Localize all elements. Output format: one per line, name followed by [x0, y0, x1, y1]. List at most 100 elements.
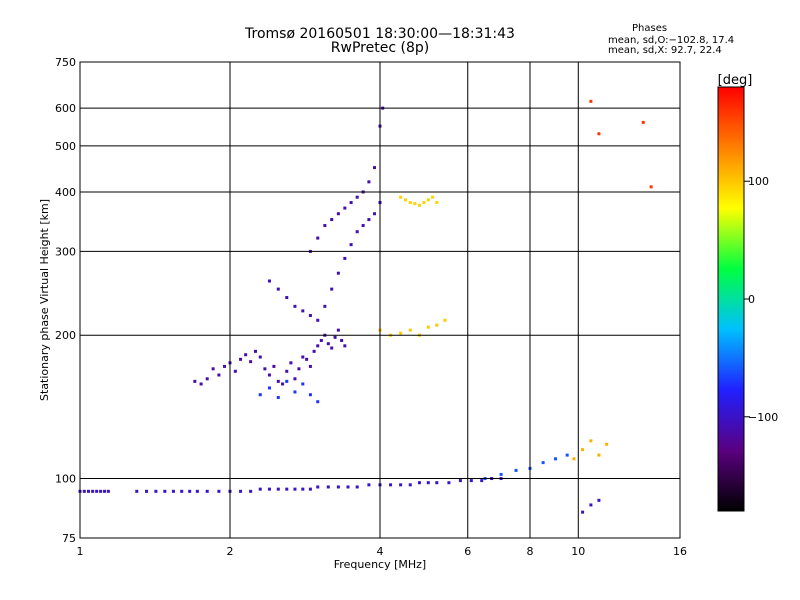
data-point	[435, 201, 439, 205]
y-axis-label: Stationary phase Virtual Height [km]	[38, 199, 51, 401]
data-point	[326, 342, 330, 346]
x-axis: 1 2 4 6 8 10 16	[77, 545, 688, 558]
data-point	[135, 489, 139, 493]
data-point	[326, 485, 330, 489]
data-point	[443, 318, 447, 322]
y-tick-label: 400	[55, 186, 76, 199]
data-point	[597, 498, 601, 502]
data-point	[301, 309, 305, 313]
colorbar-label: [deg]	[718, 73, 753, 88]
data-point	[355, 195, 359, 199]
data-point	[267, 279, 271, 283]
data-point	[589, 99, 593, 103]
y-axis: 75 100 200 300 400 500 600 750	[55, 56, 76, 545]
x-tick-label: 6	[464, 545, 471, 558]
x-tick-label: 16	[673, 545, 687, 558]
data-point	[641, 120, 645, 124]
data-point	[399, 331, 403, 335]
data-point	[82, 489, 86, 493]
data-point	[343, 206, 347, 210]
x-axis-label: Frequency [MHz]	[334, 558, 426, 571]
data-point	[289, 361, 293, 365]
colorbar-tick-label: −100	[748, 411, 778, 424]
data-point	[258, 355, 262, 359]
data-point	[106, 489, 110, 493]
data-point	[413, 202, 417, 206]
data-point	[349, 243, 353, 247]
data-point	[285, 379, 289, 383]
x-tick-label: 1	[77, 545, 84, 558]
data-point	[263, 367, 267, 371]
y-tick-label: 500	[55, 140, 76, 153]
data-point	[193, 379, 197, 383]
colorbar-tick-label: 0	[748, 293, 755, 306]
x-tick-label: 4	[377, 545, 384, 558]
data-point	[597, 132, 601, 136]
phase-o-stats: mean, sd,O:−102.8, 17.4	[608, 35, 735, 46]
data-point	[336, 485, 340, 489]
data-point	[417, 481, 421, 485]
data-point	[340, 338, 344, 342]
colorbar	[717, 86, 745, 512]
data-point	[447, 481, 451, 485]
data-point	[103, 489, 107, 493]
data-point	[343, 256, 347, 260]
data-point	[316, 485, 320, 489]
data-point	[399, 195, 403, 199]
data-point	[323, 304, 327, 308]
data-point	[435, 481, 439, 485]
y-tick-label: 75	[62, 532, 76, 545]
data-point	[572, 457, 576, 461]
data-point	[258, 393, 262, 397]
data-point	[99, 489, 103, 493]
x-tick-label: 8	[527, 545, 534, 558]
data-point	[293, 487, 297, 491]
chart-title: Tromsø 20160501 18:30:00—18:31:43	[245, 26, 515, 42]
y-tick-label: 750	[55, 56, 76, 69]
phase-x-stats: mean, sd,X: 92.7, 22.4	[608, 45, 722, 56]
data-point	[293, 390, 297, 394]
data-point	[285, 487, 289, 491]
data-point	[399, 483, 403, 487]
data-point	[480, 479, 484, 483]
x-tick-label: 10	[571, 545, 585, 558]
plot-frame	[79, 61, 681, 539]
y-tick-label: 600	[55, 102, 76, 115]
data-point	[565, 453, 569, 457]
y-tick-label: 200	[55, 329, 76, 342]
data-point	[233, 369, 237, 373]
data-point	[330, 218, 334, 222]
grid	[80, 62, 680, 538]
data-point	[589, 439, 593, 443]
data-point	[244, 353, 248, 357]
data-point	[211, 367, 215, 371]
data-point	[403, 198, 407, 202]
data-point	[308, 393, 312, 397]
data-point	[581, 510, 585, 514]
data-point	[355, 230, 359, 234]
data-point	[316, 236, 320, 240]
data-point	[316, 400, 320, 404]
data-point	[458, 479, 462, 483]
data-point	[499, 472, 503, 476]
data-point	[195, 489, 199, 493]
data-point	[145, 489, 149, 493]
data-point	[355, 485, 359, 489]
colorbar-tick-label: 100	[748, 175, 769, 188]
data-point	[431, 195, 435, 199]
data-point	[163, 489, 167, 493]
data-point	[605, 442, 609, 446]
data-point	[293, 377, 297, 381]
data-point	[373, 212, 377, 216]
data-point	[330, 287, 334, 291]
data-point	[253, 349, 257, 353]
data-point	[319, 338, 323, 342]
data-point	[223, 364, 227, 368]
data-point	[301, 355, 305, 359]
data-point	[553, 457, 557, 461]
data-point	[267, 487, 271, 491]
x-tick-label: 2	[227, 545, 234, 558]
data-point	[91, 489, 95, 493]
data-point	[86, 489, 90, 493]
